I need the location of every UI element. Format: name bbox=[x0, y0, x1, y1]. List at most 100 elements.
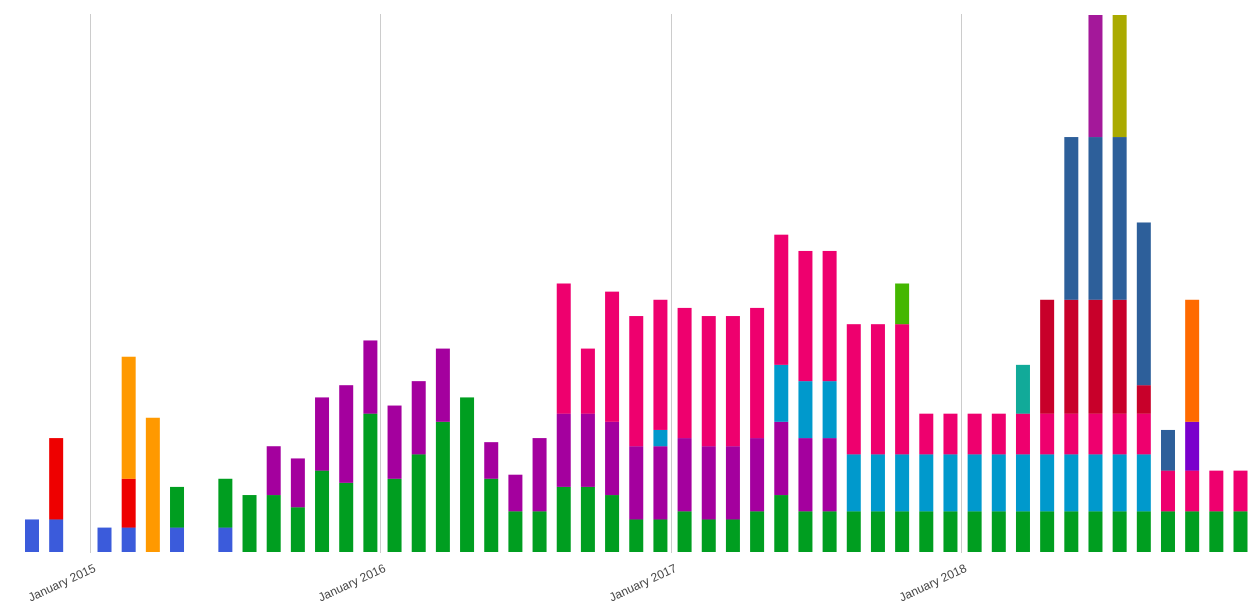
bar-segment-green bbox=[315, 470, 330, 552]
bar-segment-navy bbox=[1112, 137, 1127, 300]
bar-segment-green bbox=[242, 495, 257, 552]
bar-2018-01 bbox=[967, 413, 982, 552]
bar-2018-07 bbox=[1112, 15, 1127, 552]
bar-segment-cyan bbox=[1015, 454, 1030, 512]
bar-2018-04 bbox=[1040, 299, 1055, 552]
bar-2014-11 bbox=[49, 438, 64, 552]
bar-segment-navy bbox=[1136, 222, 1151, 386]
bar-segment-green bbox=[725, 519, 740, 552]
bar-segment-orange bbox=[121, 356, 136, 479]
bar-segment-green bbox=[290, 507, 305, 552]
bar-2016-12 bbox=[653, 299, 668, 552]
bar-segment-purple bbox=[774, 421, 789, 496]
bar-segment-green bbox=[967, 511, 982, 552]
bar-segment-cyan bbox=[653, 429, 668, 447]
bar-segment-purple bbox=[822, 438, 837, 512]
bar-segment-purple bbox=[725, 446, 740, 520]
bar-2018-02 bbox=[991, 413, 1006, 552]
bar-segment-green bbox=[484, 478, 499, 552]
bar-2015-02 bbox=[121, 356, 136, 552]
bar-segment-purple bbox=[508, 474, 523, 512]
bar-segment-crimson bbox=[1040, 299, 1055, 414]
bar-2015-10 bbox=[315, 397, 330, 552]
bar-segment-darkorange bbox=[1185, 299, 1200, 422]
bar-segment-green bbox=[1015, 511, 1030, 552]
bar-2017-09 bbox=[870, 324, 885, 552]
bar-2015-04 bbox=[170, 486, 185, 552]
bar-segment-green bbox=[508, 511, 523, 552]
bar-segment-cyan bbox=[1064, 454, 1079, 512]
bar-segment-green bbox=[943, 511, 958, 552]
bar-segment-green bbox=[435, 421, 450, 552]
bar-2015-11 bbox=[339, 385, 354, 552]
bar-segment-cyan bbox=[846, 454, 861, 512]
bar-segment-green bbox=[1064, 511, 1079, 552]
bar-segment-pink bbox=[1136, 413, 1151, 455]
bar-segment-pink bbox=[774, 234, 789, 365]
bar-segment-green bbox=[1088, 511, 1103, 552]
bar-segment-blue bbox=[170, 527, 185, 552]
bar-2017-11 bbox=[919, 413, 934, 552]
bar-2017-07 bbox=[822, 250, 837, 552]
bar-segment-green bbox=[1112, 511, 1127, 552]
bar-segment-green bbox=[460, 397, 475, 552]
bar-segment-pink bbox=[556, 283, 571, 414]
bar-segment-green bbox=[1233, 511, 1248, 552]
bar-segment-pink bbox=[580, 348, 595, 414]
bar-2018-06 bbox=[1088, 15, 1103, 552]
bar-segment-pink bbox=[629, 316, 644, 447]
bar-segment-cyan bbox=[870, 454, 885, 512]
bar-segment-pink bbox=[919, 413, 934, 455]
bar-segment-cyan bbox=[919, 454, 934, 512]
bar-segment-green bbox=[605, 495, 620, 552]
bar-segment-crimson bbox=[1088, 299, 1103, 414]
bar-segment-green bbox=[895, 511, 910, 552]
bar-segment-navy bbox=[1088, 137, 1103, 300]
bar-2017-02 bbox=[701, 316, 716, 552]
bar-segment-green bbox=[798, 511, 813, 552]
bar-segment-cyan bbox=[798, 381, 813, 439]
bar-segment-purple bbox=[629, 446, 644, 520]
bar-segment-green bbox=[170, 486, 185, 528]
bar-2015-08 bbox=[266, 446, 281, 552]
bar-segment-pink bbox=[846, 324, 861, 455]
bar-segment-lime bbox=[895, 283, 910, 325]
bar-segment-green bbox=[653, 519, 668, 552]
bar-segment-green bbox=[218, 478, 233, 528]
bar-segment-green bbox=[701, 519, 716, 552]
bar-segment-pink bbox=[677, 307, 692, 439]
bar-2016-03 bbox=[435, 348, 450, 552]
bar-segment-cyan bbox=[943, 454, 958, 512]
bar-2018-09 bbox=[1160, 429, 1175, 552]
bar-segment-green bbox=[991, 511, 1006, 552]
bar-segment-green bbox=[580, 486, 595, 552]
bar-2018-03 bbox=[1015, 364, 1030, 552]
bar-segment-green bbox=[1136, 511, 1151, 552]
bar-2018-12 bbox=[1233, 470, 1248, 552]
bar-2016-06 bbox=[508, 474, 523, 552]
bar-2016-09 bbox=[580, 348, 595, 552]
bar-segment-blue bbox=[121, 527, 136, 552]
bar-segment-red bbox=[49, 438, 64, 520]
bar-2015-12 bbox=[363, 340, 378, 552]
bar-segment-pink bbox=[1185, 470, 1200, 512]
bar-2018-11 bbox=[1209, 470, 1224, 552]
bar-segment-blue bbox=[218, 527, 233, 552]
bar-segment-blue bbox=[25, 519, 39, 552]
bar-segment-green bbox=[1185, 511, 1200, 552]
bar-2017-03 bbox=[725, 316, 740, 552]
bar-segment-purple bbox=[580, 413, 595, 487]
bar-segment-green bbox=[387, 478, 402, 552]
bar-segment-pink bbox=[1209, 470, 1224, 512]
bar-segment-pink bbox=[1233, 470, 1248, 512]
bar-2016-08 bbox=[556, 283, 571, 552]
bar-segment-pink bbox=[967, 413, 982, 455]
bar-segment-pink bbox=[822, 250, 837, 382]
bar-segment-cyan bbox=[991, 454, 1006, 512]
bar-segment-magenta bbox=[1088, 15, 1103, 138]
bar-segment-purple bbox=[484, 442, 499, 479]
bar-segment-pink bbox=[1040, 413, 1055, 455]
bar-2016-10 bbox=[605, 291, 620, 552]
bar-segment-purple bbox=[653, 446, 668, 520]
